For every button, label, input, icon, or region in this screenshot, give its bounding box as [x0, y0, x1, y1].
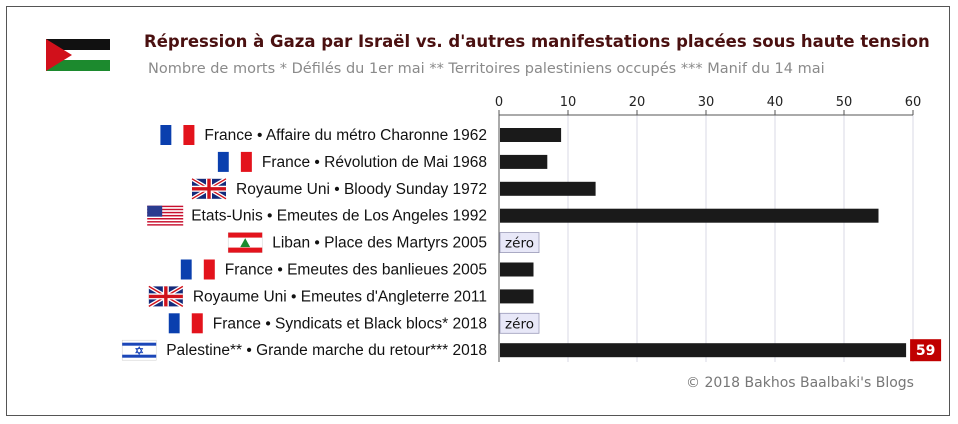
category-label: France • Affaire du métro Charonne 1962	[204, 127, 487, 144]
flag-stripe	[168, 313, 180, 334]
flag-stripe	[147, 205, 184, 208]
category-label: Liban • Place des Martyrs 2005	[272, 235, 487, 252]
chart-title: Répression à Gaza par Israël vs. d'autre…	[144, 32, 930, 51]
x-tick-label: 30	[698, 95, 715, 110]
chart-row: Palestine** • Grande marche du retour***…	[121, 339, 942, 362]
zero-value-box	[499, 232, 540, 254]
flag-stripe	[180, 259, 192, 280]
israel-flag-icon	[121, 339, 157, 361]
zero-value-label: zéro	[505, 236, 534, 252]
flag-stripe	[147, 225, 184, 228]
highlight-value-box	[910, 339, 942, 362]
chart-row: France • Syndicats et Black blocs* 2018 z…	[168, 312, 540, 334]
flag-stripe	[147, 210, 184, 212]
chart-subtitle: Nombre de morts * Défilés du 1er mai ** …	[148, 61, 825, 77]
highlight-value-label: 59	[916, 343, 935, 359]
x-tick-label: 0	[495, 95, 503, 110]
category-label: Royaume Uni • Bloody Sunday 1972	[236, 181, 487, 198]
flag-stripe	[147, 222, 184, 225]
bar	[500, 343, 907, 358]
flag-stripe	[147, 213, 184, 215]
chart-row: Royaume Uni • Emeutes d'Angleterre 2011	[147, 284, 534, 309]
flag-stripe	[179, 313, 192, 334]
bar	[500, 208, 879, 223]
flag-stripe	[171, 125, 184, 145]
category-label: France • Syndicats et Black blocs* 2018	[213, 315, 487, 332]
flag-canton	[147, 205, 163, 217]
chart-row: Liban • Place des Martyrs 2005 zéro	[227, 232, 540, 254]
flag-stripe	[228, 232, 263, 238]
zero-value-label: zéro	[505, 316, 534, 332]
category-label: France • Révolution de Mai 1968	[262, 154, 487, 171]
category-label: Palestine** • Grande marche du retour***…	[166, 342, 487, 359]
flag-stripe	[203, 259, 215, 280]
france-flag-icon	[168, 313, 203, 334]
flag-stripe	[160, 125, 172, 145]
flag-stripe	[191, 259, 204, 280]
flag-stripe	[147, 208, 184, 211]
chart-row: France • Emeutes des banlieues 2005	[180, 259, 534, 280]
cedar-tree	[240, 238, 251, 248]
bar	[500, 262, 534, 277]
category-label: Etats-Unis • Emeutes de Los Angeles 1992	[191, 208, 487, 225]
flag-stripe	[228, 247, 263, 253]
flag-stripe	[147, 207, 184, 209]
flag-stripe	[122, 342, 157, 346]
star-triangle	[135, 348, 144, 356]
x-tick-label: 40	[767, 95, 784, 110]
flag-stripe	[147, 219, 184, 222]
flag-cross	[192, 178, 226, 199]
star-triangle	[135, 346, 144, 354]
chart-frame	[6, 6, 950, 416]
uk-flag-icon	[190, 177, 228, 201]
bar	[500, 289, 534, 304]
bar	[500, 181, 596, 196]
flag-stripe	[183, 125, 195, 145]
chart-row: France • Affaire du métro Charonne 1962	[160, 125, 562, 145]
flag-stripe	[240, 151, 252, 172]
usa-flag-icon	[147, 205, 184, 228]
flag-stripe	[147, 214, 184, 217]
france-flag-icon	[160, 125, 195, 145]
palestine-flag-icon	[46, 39, 110, 71]
category-label: Royaume Uni • Emeutes d'Angleterre 2011	[193, 288, 487, 305]
flag-cross	[148, 286, 183, 307]
credit-text: © 2018 Bakhos Baalbaki's Blogs	[686, 375, 914, 391]
chart-row: Royaume Uni • Bloody Sunday 1972	[190, 177, 596, 201]
x-tick-label: 50	[836, 95, 853, 110]
flag-stripe	[217, 151, 229, 172]
flag-stripe	[147, 216, 184, 219]
zero-value-box	[499, 312, 540, 334]
flag-stripe	[228, 151, 241, 172]
x-tick-label: 10	[560, 95, 577, 110]
bar	[500, 128, 562, 142]
chart-row: Etats-Unis • Emeutes de Los Angeles 1992	[147, 205, 879, 228]
flag-stripe	[191, 313, 203, 334]
category-label: France • Emeutes des banlieues 2005	[225, 262, 487, 279]
france-flag-icon	[180, 259, 215, 280]
lebanon-flag-icon	[227, 232, 263, 253]
flag-stripe	[122, 354, 157, 358]
flag-stripe	[147, 221, 184, 223]
bar	[500, 154, 548, 169]
france-flag-icon	[217, 151, 252, 172]
x-tick-label: 20	[629, 95, 646, 110]
chart-row: France • Révolution de Mai 1968	[217, 151, 548, 172]
flag-stripe	[147, 218, 184, 220]
x-tick-label: 60	[905, 95, 922, 110]
flag-stripe	[147, 211, 184, 214]
uk-flag-icon	[147, 284, 184, 309]
flag-stripe	[147, 224, 184, 226]
